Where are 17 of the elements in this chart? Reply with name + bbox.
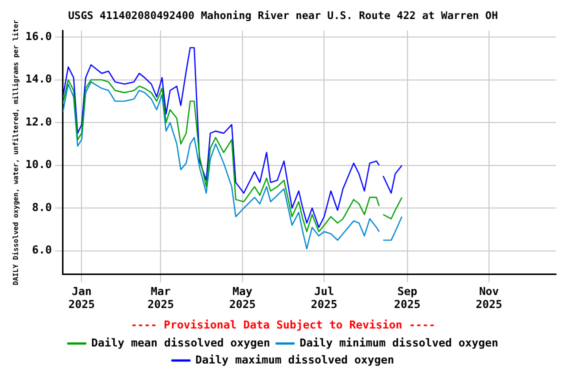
legend-label: Daily maximum dissolved oxygen — [195, 353, 394, 366]
x-tick-label: Jan 2025 — [68, 284, 95, 312]
y-tick-label: 12.0 — [25, 115, 52, 128]
y-tick-label: 10.0 — [25, 158, 52, 172]
x-tick-label: Nov 2025 — [476, 284, 502, 312]
legend-label: Daily minimum dissolved oxygen — [300, 336, 498, 350]
chart-title: USGS 411402080492400 Mahoning River near U.S. Route 422 at Warren OH — [68, 10, 498, 22]
x-tick-label: May 2025 — [229, 284, 256, 312]
y-tick-label: 16.0 — [25, 30, 52, 43]
x-tick-label: Jul 2025 — [310, 284, 338, 312]
x-tick-label: Mar 2025 — [147, 284, 174, 312]
y-tick-label: 8.0 — [32, 200, 52, 214]
legend-label: Daily mean dissolved oxygen — [91, 336, 270, 350]
y-tick-label: 14.0 — [25, 72, 52, 86]
y-tick-label: 6.0 — [32, 244, 52, 257]
text: ---- Provisional Data Subject to Revision ---- — [130, 318, 436, 332]
x-tick-label: Sep 2025 — [394, 284, 421, 312]
